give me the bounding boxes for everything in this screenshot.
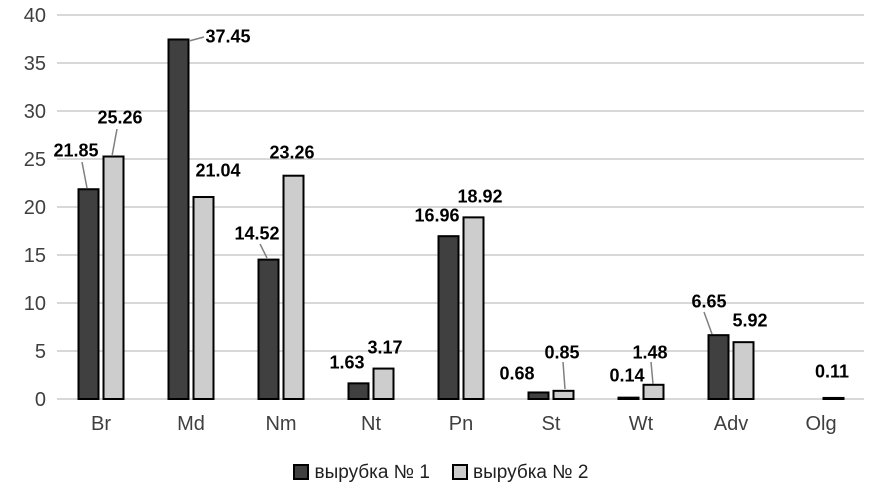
y-tick-label: 40 [24,5,46,27]
y-tick-label: 10 [24,293,46,315]
data-label-series2-wt: 1.48 [632,343,667,363]
y-tick-label: 25 [24,149,46,171]
bar-series1-adv [707,334,730,401]
data-label-series2-nm: 23.26 [269,143,314,163]
data-label-series1-nm: 14.52 [234,224,279,244]
bar-series1-br [77,188,100,400]
bar-series1-nt [347,382,370,400]
leader-line [111,128,118,157]
x-tick-label: Adv [714,413,748,435]
bar-series1-md [167,38,190,400]
data-label-series1-wt: 0.14 [609,366,644,386]
data-label-series1-st: 0.68 [499,364,534,384]
leader-line [188,36,205,42]
x-tick-label: Md [177,413,205,435]
x-tick-label: Wt [629,413,654,435]
data-label-series2-adv: 5.92 [732,311,767,331]
data-label-series2-st: 0.85 [544,343,579,363]
legend-item-series1: вырубка № 1 [293,463,430,482]
bar-series2-st [552,389,575,400]
bar-series2-nt [372,367,395,400]
legend-item-series2: вырубка № 2 [452,463,589,482]
x-tick-label: Olg [805,413,836,435]
bar-series2-br [102,155,125,400]
leader-line [259,243,268,259]
leader-line [81,161,88,189]
data-label-series2-pn: 18.92 [457,187,502,207]
data-label-series1-pn: 16.96 [414,206,459,226]
chart-legend: вырубка № 1 вырубка № 2 [0,458,882,486]
leader-line [650,361,654,385]
y-tick-label: 20 [24,197,46,219]
data-label-series1-br: 21.85 [53,141,98,161]
x-tick-label: St [542,413,561,435]
y-tick-label: 15 [24,245,46,267]
x-tick-label: Nm [265,413,296,435]
bar-series2-adv [732,341,755,400]
leader-line [562,361,566,390]
leader-line [703,311,713,335]
bar-series2-md [192,196,215,400]
bar-series1-wt [617,396,640,401]
legend-label-series2: вырубка № 2 [473,461,589,483]
data-label-series2-olg: 0.11 [815,362,849,382]
bar-series1-nm [257,258,280,400]
bar-series2-nm [282,174,305,400]
legend-swatch-series1-icon [293,464,310,480]
data-label-series1-adv: 6.65 [691,292,726,312]
data-label-series1-nt: 1.63 [329,353,364,373]
bar-series1-pn [437,235,460,400]
x-tick-label: Pn [449,413,473,435]
y-tick-label: 0 [35,389,46,411]
bar-series2-wt [642,383,665,400]
y-tick-label: 35 [24,53,46,75]
data-label-series2-nt: 3.17 [367,338,402,358]
legend-label-series1: вырубка № 1 [314,461,430,483]
x-tick-label: Nt [361,413,381,435]
y-tick-label: 30 [24,101,46,123]
legend-swatch-series2-icon [452,464,468,480]
bar-series2-pn [462,216,485,400]
data-label-series1-md: 37.45 [205,27,250,47]
bar-series2-olg [822,396,845,401]
bar-series1-st [527,391,550,400]
y-tick-label: 5 [35,341,46,363]
x-tick-label: Br [91,413,111,435]
data-label-series2-md: 21.04 [195,161,240,181]
data-label-series2-br: 25.26 [97,108,142,128]
